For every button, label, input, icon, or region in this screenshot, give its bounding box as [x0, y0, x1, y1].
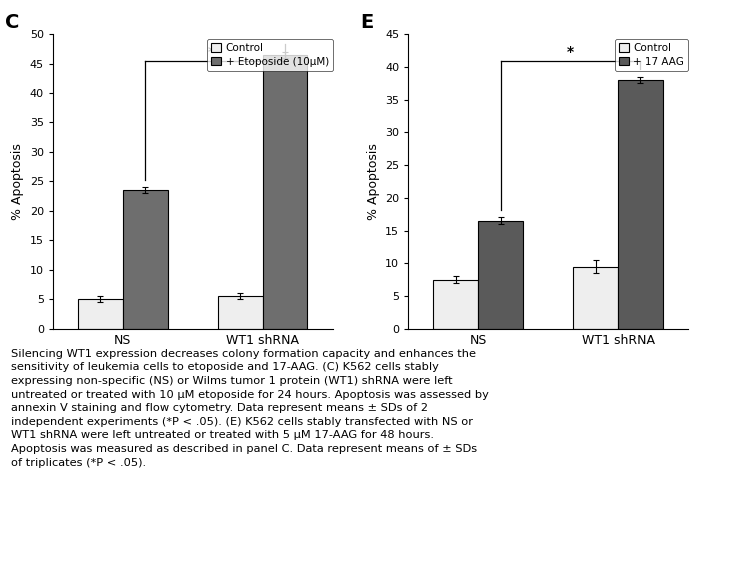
Text: Silencing WT1 expression decreases colony formation capacity and enhances the
se: Silencing WT1 expression decreases colon… — [11, 349, 489, 468]
Text: **: ** — [208, 45, 222, 59]
Bar — [218, 297, 263, 329]
Text: E: E — [361, 14, 374, 32]
Bar — [122, 191, 168, 329]
Bar — [78, 299, 122, 329]
Bar — [263, 54, 308, 329]
Y-axis label: % Apoptosis: % Apoptosis — [11, 143, 24, 220]
Bar — [433, 280, 478, 329]
Bar — [573, 266, 618, 329]
Y-axis label: % Apoptosis: % Apoptosis — [367, 143, 380, 220]
Text: C: C — [5, 14, 20, 32]
Bar — [618, 80, 663, 329]
Legend: Control, + 17 AAG: Control, + 17 AAG — [615, 39, 689, 71]
Bar — [478, 221, 523, 329]
Legend: Control, + Etoposide (10μM): Control, + Etoposide (10μM) — [207, 39, 333, 71]
Text: *: * — [567, 45, 574, 59]
